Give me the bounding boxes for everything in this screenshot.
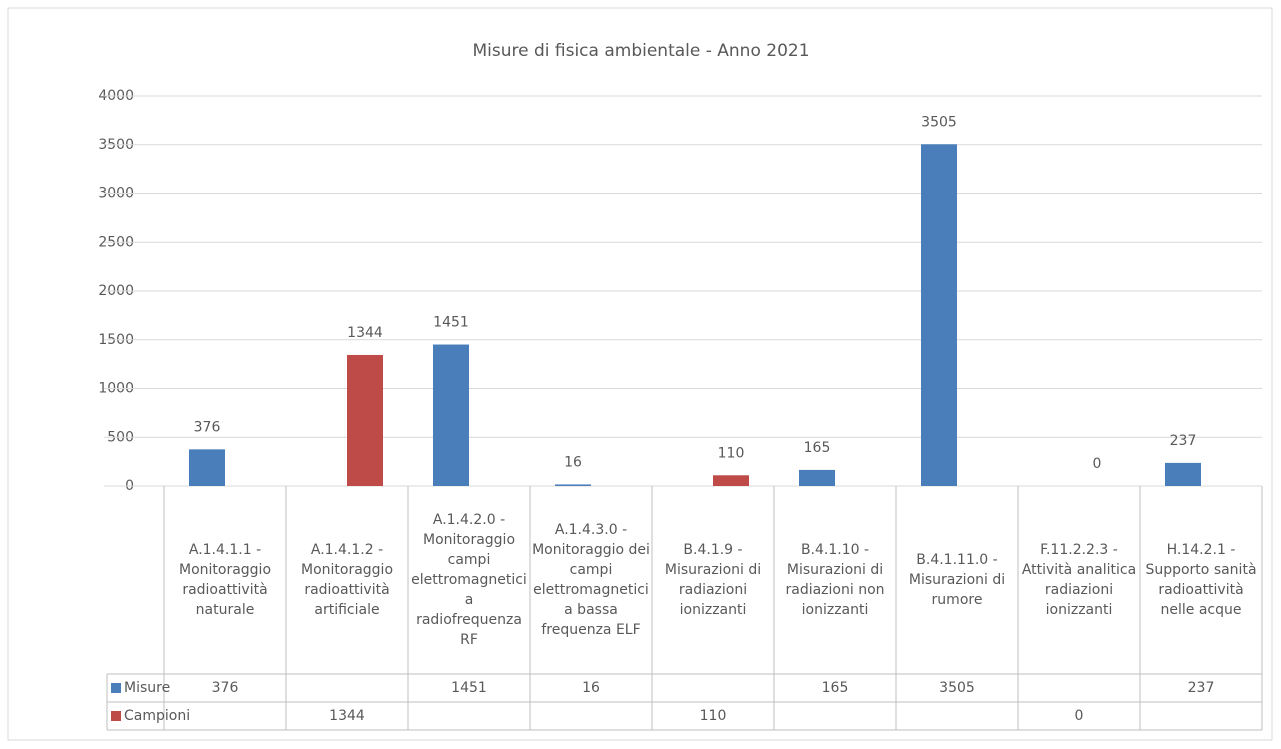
data-label: 0 xyxy=(1093,456,1102,472)
legend-label: Misure xyxy=(124,680,170,696)
data-label: 3505 xyxy=(921,114,957,130)
chart-title: Misure di fisica ambientale - Anno 2021 xyxy=(472,41,809,61)
x-tick-label: B.4.1.11.0 - Misurazioni di rumore xyxy=(908,552,1006,608)
x-tick-label: A.1.4.3.0 - Monitoraggio dei campi elett… xyxy=(532,522,650,638)
data-label: 1451 xyxy=(433,315,469,331)
x-tick-label-box: B.4.1.10 - Misurazioni di radiazioni non… xyxy=(785,542,885,618)
legend-swatch xyxy=(111,711,121,721)
data-label: 110 xyxy=(718,445,745,461)
x-tick-label: H.14.2.1 - Supporto sanità radioattività… xyxy=(1145,542,1257,618)
x-tick-label-box: A.1.4.1.2 - Monitoraggio radioattività a… xyxy=(300,542,394,618)
table-value: 110 xyxy=(700,708,727,724)
x-tick-label: A.1.4.1.1 - Monitoraggio radioattività n… xyxy=(178,542,272,618)
x-tick-label-box: B.4.1.11.0 - Misurazioni di rumore xyxy=(908,552,1006,608)
x-tick-label-box: B.4.1.9 - Misurazioni di radiazioni ioni… xyxy=(664,542,762,618)
x-tick-label: A.1.4.1.2 - Monitoraggio radioattività a… xyxy=(300,542,394,618)
table-value: 0 xyxy=(1075,708,1084,724)
bar xyxy=(347,354,383,486)
x-tick-label-box: A.1.4.3.0 - Monitoraggio dei campi elett… xyxy=(532,522,650,638)
x-tick-label-box: F.11.2.2.3 - Attività analitica radiazio… xyxy=(1021,542,1137,618)
table-value: 16 xyxy=(582,680,600,696)
data-label: 165 xyxy=(804,440,831,456)
x-tick-label: A.1.4.2.0 - Monitoraggio campi elettroma… xyxy=(411,512,527,648)
table-value: 376 xyxy=(212,680,239,696)
x-tick-label: B.4.1.10 - Misurazioni di radiazioni non… xyxy=(785,542,885,618)
data-label: 237 xyxy=(1170,433,1197,449)
x-tick-label-box: H.14.2.1 - Supporto sanità radioattività… xyxy=(1145,542,1257,618)
x-tick-label-box: A.1.4.1.1 - Monitoraggio radioattività n… xyxy=(178,542,272,618)
bar xyxy=(555,484,591,486)
bar xyxy=(799,469,835,486)
table-value: 1344 xyxy=(329,708,365,724)
x-tick-label: F.11.2.2.3 - Attività analitica radiazio… xyxy=(1021,542,1137,618)
bar xyxy=(713,475,749,486)
chart-frame xyxy=(7,7,1273,741)
bar xyxy=(189,449,225,486)
x-tick-label-box: A.1.4.2.0 - Monitoraggio campi elettroma… xyxy=(411,512,527,648)
data-label: 1344 xyxy=(347,325,383,341)
x-tick-label: B.4.1.9 - Misurazioni di radiazioni ioni… xyxy=(664,542,762,618)
table-value: 1451 xyxy=(451,680,487,696)
legend-swatch xyxy=(111,683,121,693)
table-value: 3505 xyxy=(939,680,975,696)
data-label: 376 xyxy=(194,419,221,435)
bar xyxy=(921,144,957,486)
bar xyxy=(1165,462,1201,486)
bar xyxy=(433,344,469,486)
table-value: 237 xyxy=(1188,680,1215,696)
table-value: 165 xyxy=(822,680,849,696)
data-label: 16 xyxy=(564,454,582,470)
legend-label: Campioni xyxy=(124,708,190,724)
